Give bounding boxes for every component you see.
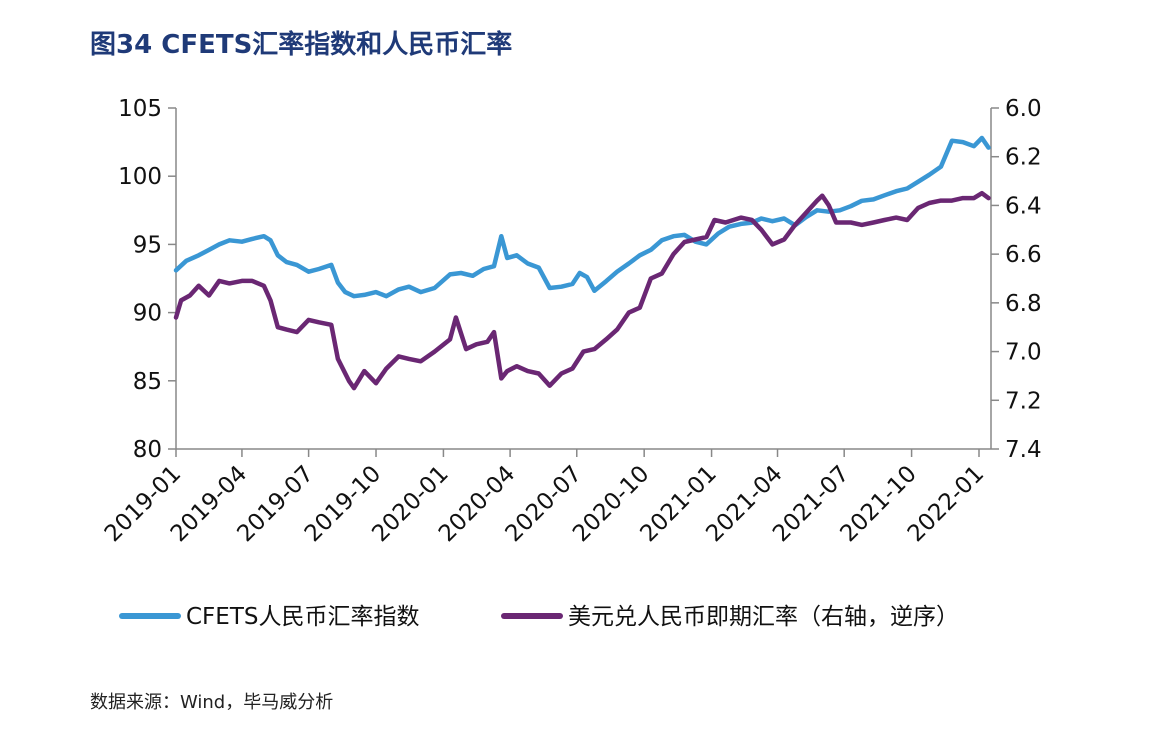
cfets-index-line xyxy=(173,135,991,299)
left-tick-label: 85 xyxy=(133,369,162,395)
usdcny-spot-line xyxy=(173,190,991,391)
legend-label: CFETS人民币汇率指数 xyxy=(186,604,419,630)
chart-legend: CFETS人民币汇率指数 美元兑人民币即期汇率（右轴，逆序） xyxy=(119,604,959,630)
left-tick-label: 95 xyxy=(133,232,162,258)
right-tick-label: 6.6 xyxy=(1005,242,1042,268)
right-tick-label: 7.0 xyxy=(1005,340,1042,366)
left-tick-label: 100 xyxy=(118,164,162,190)
right-tick-label: 6.0 xyxy=(1005,96,1042,122)
right-tick-label: 6.8 xyxy=(1005,291,1042,317)
right-tick-label: 7.2 xyxy=(1005,388,1042,414)
legend-label: 美元兑人民币即期汇率（右轴，逆序） xyxy=(568,604,959,630)
left-tick-label: 90 xyxy=(133,301,162,327)
chart-title: 图34 CFETS汇率指数和人民币汇率 xyxy=(90,30,513,60)
left-tick-label: 80 xyxy=(133,437,162,463)
left-tick-label: 105 xyxy=(118,96,162,122)
right-tick-label: 6.2 xyxy=(1005,145,1042,171)
right-tick-label: 6.4 xyxy=(1005,193,1042,219)
source-note: 数据来源：Wind，毕马威分析 xyxy=(90,692,334,713)
right-tick-label: 7.4 xyxy=(1005,437,1042,463)
chart-lines xyxy=(173,135,991,391)
